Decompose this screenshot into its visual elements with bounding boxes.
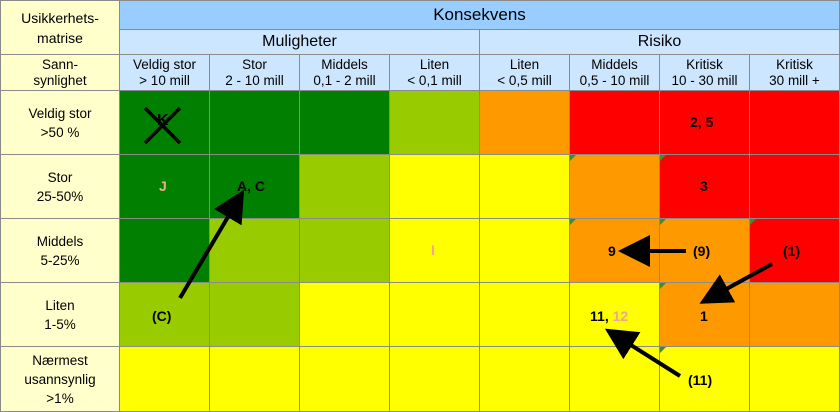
- matrix-cell-r4-c2: [300, 347, 390, 412]
- column-header-line2: < 0,1 mill: [407, 72, 462, 88]
- matrix-cell-r1-c5: [570, 155, 660, 219]
- matrix-cell-r0-c4: [480, 91, 570, 155]
- matrix-cell-r4-c3: [390, 347, 480, 412]
- column-header-2: Middels 0,1 - 2 mill: [300, 55, 390, 91]
- column-header-5: Middels 0,5 - 10 mill: [570, 55, 660, 91]
- matrix-cell-r4-c6: [660, 347, 750, 412]
- column-header-line2: < 0,5 mill: [497, 72, 552, 88]
- column-header-line1: Kritisk: [686, 56, 723, 72]
- row-label-line2: >50 %: [40, 124, 80, 140]
- konsekvens-header: Konsekvens: [120, 0, 840, 30]
- matrix-cell-r0-c7: [750, 91, 840, 155]
- matrix-cell-r1-c7: [750, 155, 840, 219]
- matrix-cell-r1-c2: [300, 155, 390, 219]
- row-label-line1: Stor: [47, 169, 73, 185]
- matrix-cell-r2-c5: [570, 219, 660, 283]
- column-header-line1: Liten: [509, 56, 540, 72]
- row-label-4: Nærmest usannsynlig >1%: [0, 347, 120, 412]
- matrix-cell-r4-c7: [750, 347, 840, 412]
- column-header-line1: Kritisk: [776, 56, 813, 72]
- matrix-cell-r0-c2: [300, 91, 390, 155]
- column-header-line1: Veldig stor: [132, 56, 197, 72]
- matrix-cell-r3-c2: [300, 283, 390, 347]
- column-header-4: Liten < 0,5 mill: [480, 55, 570, 91]
- matrix-corner-label: Usikkerhets- matrise: [0, 0, 120, 55]
- matrix-cell-r3-c4: [480, 283, 570, 347]
- row-label-line1: Middels: [36, 233, 84, 249]
- column-header-6: Kritisk 10 - 30 mill: [660, 55, 750, 91]
- matrix-cell-r3-c5: [570, 283, 660, 347]
- row-label-0: Veldig stor >50 %: [0, 91, 120, 155]
- matrix-cell-r3-c0: [120, 283, 210, 347]
- row-label-line1: Veldig stor: [28, 105, 92, 121]
- matrix-cell-r2-c4: [480, 219, 570, 283]
- matrix-cell-r3-c1: [210, 283, 300, 347]
- column-header-line1: Stor: [242, 56, 267, 72]
- comment-indicator: [660, 155, 666, 161]
- comment-indicator: [570, 155, 576, 161]
- column-header-line1: Middels: [321, 56, 368, 72]
- matrix-cell-r0-c3: [390, 91, 480, 155]
- matrix-cell-r1-c4: [480, 155, 570, 219]
- column-header-line2: 2 - 10 mill: [225, 72, 284, 88]
- row-label-3: Liten 1-5%: [0, 283, 120, 347]
- comment-indicator: [660, 283, 666, 289]
- comment-indicator: [660, 347, 666, 353]
- matrix-cell-r4-c0: [120, 347, 210, 412]
- matrix-cell-r3-c3: [390, 283, 480, 347]
- matrix-cell-r2-c2: [300, 219, 390, 283]
- column-header-line2: 30 mill +: [769, 72, 820, 88]
- row-label-line2: 25-50%: [36, 188, 84, 204]
- matrix-cell-r4-c5: [570, 347, 660, 412]
- row-label-2: Middels 5-25%: [0, 219, 120, 283]
- row-label-line2: 5-25%: [40, 252, 80, 268]
- matrix-cell-r4-c4: [480, 347, 570, 412]
- column-header-1: Stor 2 - 10 mill: [210, 55, 300, 91]
- matrix-cell-r2-c3: [390, 219, 480, 283]
- column-header-0: Veldig stor > 10 mill: [120, 55, 210, 91]
- row-label-line2: 1-5%: [44, 316, 76, 332]
- comment-indicator: [750, 219, 756, 225]
- matrix-cell-r2-c7: [750, 219, 840, 283]
- column-header-line1: Liten: [419, 56, 450, 72]
- row-label-line1: Nærmest: [32, 352, 88, 368]
- matrix-cell-r1-c1: [210, 155, 300, 219]
- comment-indicator: [660, 219, 666, 225]
- row-label-1: Stor 25-50%: [0, 155, 120, 219]
- column-header-line2: 0,1 - 2 mill: [313, 72, 376, 88]
- comment-indicator: [570, 219, 576, 225]
- column-header-3: Liten < 0,1 mill: [390, 55, 480, 91]
- matrix-cell-r2-c0: [120, 219, 210, 283]
- row-label-line3: >1%: [46, 390, 74, 406]
- matrix-cell-r2-c1: [210, 219, 300, 283]
- column-header-line2: > 10 mill: [139, 72, 190, 88]
- matrix-cell-r4-c1: [210, 347, 300, 412]
- matrix-cell-r1-c0: [120, 155, 210, 219]
- risiko-header: Risiko: [480, 30, 840, 55]
- matrix-cell-r1-c3: [390, 155, 480, 219]
- column-header-line2: 10 - 30 mill: [671, 72, 738, 88]
- matrix-cell-r0-c6: [660, 91, 750, 155]
- column-header-line1: Middels: [591, 56, 638, 72]
- matrix-cell-r0-c0: [120, 91, 210, 155]
- muligheter-header: Muligheter: [120, 30, 480, 55]
- column-header-line2: 0,5 - 10 mill: [579, 72, 650, 88]
- matrix-cell-r3-c6: [660, 283, 750, 347]
- matrix-cell-r1-c6: [660, 155, 750, 219]
- matrix-cell-r3-c7: [750, 283, 840, 347]
- sannsynlighet-label: Sann- synlighet: [0, 55, 120, 91]
- row-label-line1: Liten: [45, 297, 75, 313]
- matrix-cell-r2-c6: [660, 219, 750, 283]
- matrix-cell-r0-c1: [210, 91, 300, 155]
- column-header-7: Kritisk 30 mill +: [750, 55, 840, 91]
- row-label-line2: usannsynlig: [24, 371, 96, 387]
- matrix-cell-r0-c5: [570, 91, 660, 155]
